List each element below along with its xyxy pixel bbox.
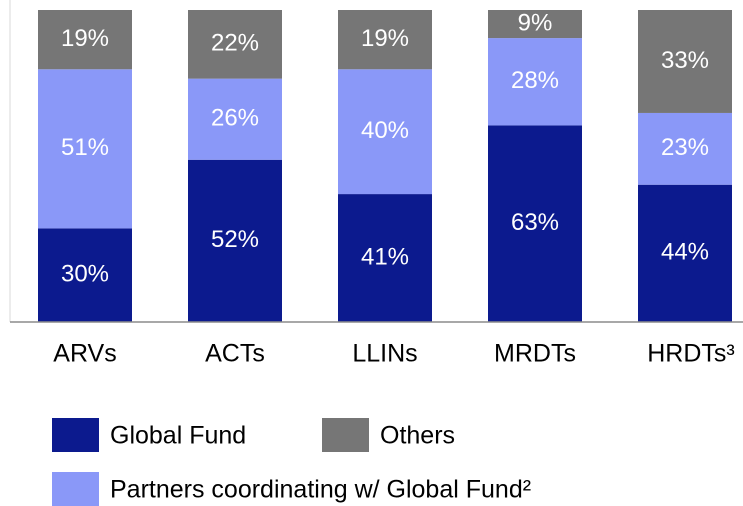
- bar-segment: [38, 228, 132, 322]
- x-tick-label: HRDTs³: [647, 340, 735, 368]
- bar-segment: [638, 112, 732, 185]
- legend-swatch: [322, 418, 369, 452]
- bar-segment: [338, 194, 432, 322]
- bar-segment: [38, 69, 132, 229]
- value-label: 44%: [661, 239, 709, 266]
- bar-segment: [638, 184, 732, 322]
- bar-segment: [488, 10, 582, 39]
- value-label: 41%: [361, 243, 409, 270]
- bar-segment: [338, 69, 432, 195]
- legend-label: Global Fund: [110, 422, 246, 450]
- bar-segment: [188, 159, 282, 322]
- value-label: 28%: [511, 67, 559, 94]
- legend-swatch: [52, 472, 99, 506]
- value-label: 19%: [61, 25, 109, 52]
- value-label: 19%: [361, 25, 409, 52]
- legend-swatch: [52, 418, 99, 452]
- x-tick-label: MRDTs: [494, 340, 576, 368]
- value-label: 22%: [211, 30, 259, 57]
- x-tick-label: ACTs: [205, 340, 265, 368]
- value-label: 26%: [211, 105, 259, 132]
- value-label: 33%: [661, 47, 709, 74]
- value-label: 52%: [211, 226, 259, 253]
- value-label: 30%: [61, 261, 109, 288]
- bar-segment: [338, 10, 432, 70]
- x-tick-label: LLINs: [352, 340, 417, 368]
- value-label: 40%: [361, 117, 409, 144]
- bar-segment: [188, 10, 282, 79]
- legend-label: Partners coordinating w/ Global Fund²: [110, 476, 531, 504]
- bar-segment: [38, 10, 132, 70]
- value-label: 51%: [61, 134, 109, 161]
- bar-segment: [488, 125, 582, 322]
- bar-segment: [188, 78, 282, 160]
- value-label: 9%: [518, 9, 553, 36]
- bar-segment: [488, 38, 582, 126]
- legend-label: Others: [380, 422, 455, 450]
- value-label: 63%: [511, 209, 559, 236]
- x-tick-label: ARVs: [53, 340, 116, 368]
- bar-segment: [638, 10, 732, 113]
- value-label: 23%: [661, 134, 709, 161]
